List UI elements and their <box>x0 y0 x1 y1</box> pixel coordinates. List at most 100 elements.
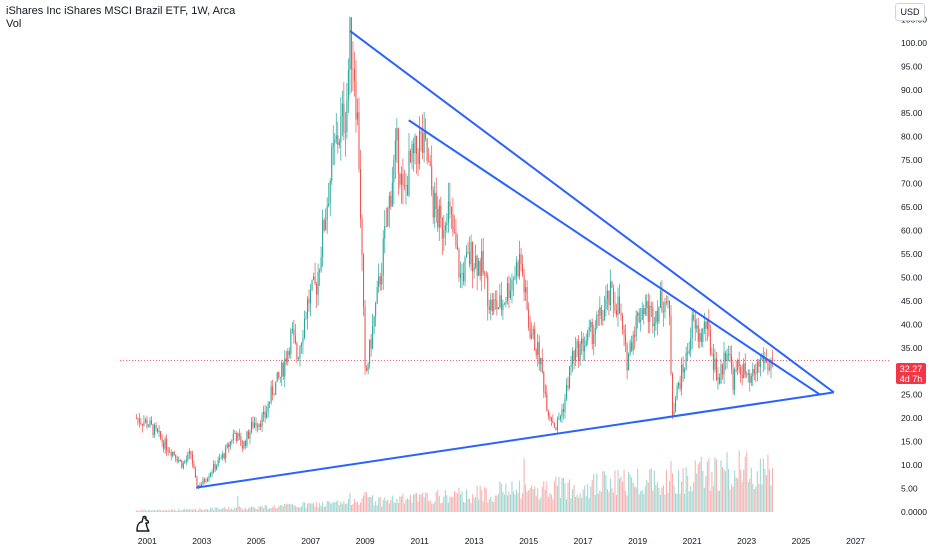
candle-body <box>275 381 277 395</box>
volume-bar <box>322 502 324 512</box>
volume-bar <box>593 473 595 512</box>
candle-body <box>232 433 234 441</box>
candle-body <box>263 411 265 415</box>
candle-body <box>614 303 616 311</box>
volume-bar <box>600 491 602 512</box>
volume-bar <box>755 486 757 512</box>
candle-body <box>426 138 428 161</box>
candle-body <box>487 275 489 307</box>
candle-body <box>464 257 466 282</box>
candle-body <box>343 103 345 133</box>
candle-body <box>355 80 357 120</box>
volume-bar <box>447 502 449 512</box>
candle-body <box>523 274 525 293</box>
volume-bar <box>355 502 357 512</box>
volume-bar <box>353 498 355 512</box>
currency-button[interactable]: USD <box>895 3 925 21</box>
candle-body <box>605 299 607 310</box>
volume-bar <box>618 478 621 512</box>
candle-body <box>587 330 589 341</box>
volume-bar <box>705 476 707 512</box>
candle-body <box>565 385 568 399</box>
volume-bar <box>175 510 177 512</box>
volume-bar <box>238 506 240 512</box>
candle-body <box>473 267 475 272</box>
candle-body <box>579 344 581 361</box>
candle-body <box>540 358 542 365</box>
candle-body <box>519 253 521 277</box>
volume-bar <box>299 507 301 512</box>
candle-body <box>393 159 395 183</box>
volume-bar <box>485 488 487 512</box>
volume-bar <box>606 489 608 512</box>
volume-bar <box>358 504 360 512</box>
candle-body <box>709 330 711 354</box>
volume-bar <box>708 458 710 512</box>
candle-body <box>711 353 713 355</box>
volume-bar <box>243 509 245 512</box>
candle-body <box>175 454 177 459</box>
candle-body <box>322 219 324 258</box>
volume-bar <box>472 494 474 512</box>
candle-body <box>249 431 251 439</box>
volume-bar <box>620 476 622 512</box>
volume-bar <box>637 468 639 512</box>
volume-bar <box>222 508 224 512</box>
volume-bar <box>579 493 581 512</box>
volume-bar <box>700 457 702 512</box>
candle-body <box>191 454 193 464</box>
candle-body <box>302 337 304 344</box>
candle-body <box>308 298 310 304</box>
volume-bar <box>573 484 575 512</box>
volume-bar <box>567 482 569 512</box>
time-axis: 2001 2003 2005 2007 2009 2011 2013 2015 2017 2019… <box>138 536 866 546</box>
volume-bar <box>469 498 471 512</box>
volume-bar <box>750 468 752 512</box>
candle-body <box>481 251 483 276</box>
volume-bar <box>258 506 260 512</box>
candle-body <box>137 418 139 420</box>
candle-body <box>385 226 387 228</box>
volume-bar <box>326 500 328 512</box>
volume-bar <box>138 511 140 512</box>
volume-bar <box>219 509 221 512</box>
candle-body <box>270 386 272 403</box>
candle-body <box>147 426 149 428</box>
volume-bar <box>163 510 165 512</box>
volume-bar <box>214 507 216 512</box>
volume-bar <box>319 503 321 512</box>
volume-bar <box>435 492 437 512</box>
candle-body <box>434 192 436 218</box>
volume-bar <box>741 482 743 512</box>
candle-body <box>499 295 501 308</box>
volume-bar <box>455 492 457 512</box>
volume-bar <box>696 473 698 512</box>
candle-body <box>708 319 710 331</box>
candle-body <box>225 447 227 459</box>
volume-bar <box>306 503 309 512</box>
volume-bar <box>296 507 298 512</box>
candle-body <box>585 340 587 346</box>
volume-bar <box>529 488 531 512</box>
volume-bar <box>384 497 386 512</box>
candle-body <box>555 427 557 430</box>
candle-body <box>544 391 546 394</box>
tradingview-dino-icon[interactable] <box>134 513 154 533</box>
volume-bar <box>412 494 415 512</box>
candle-body <box>688 350 690 354</box>
volume-bar <box>670 461 672 512</box>
candle-body <box>664 301 666 313</box>
volume-bar <box>325 506 327 512</box>
candle-body <box>358 112 360 170</box>
candle-body <box>334 139 336 143</box>
candle-body <box>478 260 480 276</box>
volume-bar <box>681 481 683 512</box>
candle-body <box>608 291 610 305</box>
volume-bar <box>585 496 587 512</box>
candle-body <box>622 315 624 330</box>
volume-bar <box>570 498 572 512</box>
candle-body <box>341 103 343 117</box>
candle-body <box>444 225 446 230</box>
candle-body <box>264 411 266 418</box>
